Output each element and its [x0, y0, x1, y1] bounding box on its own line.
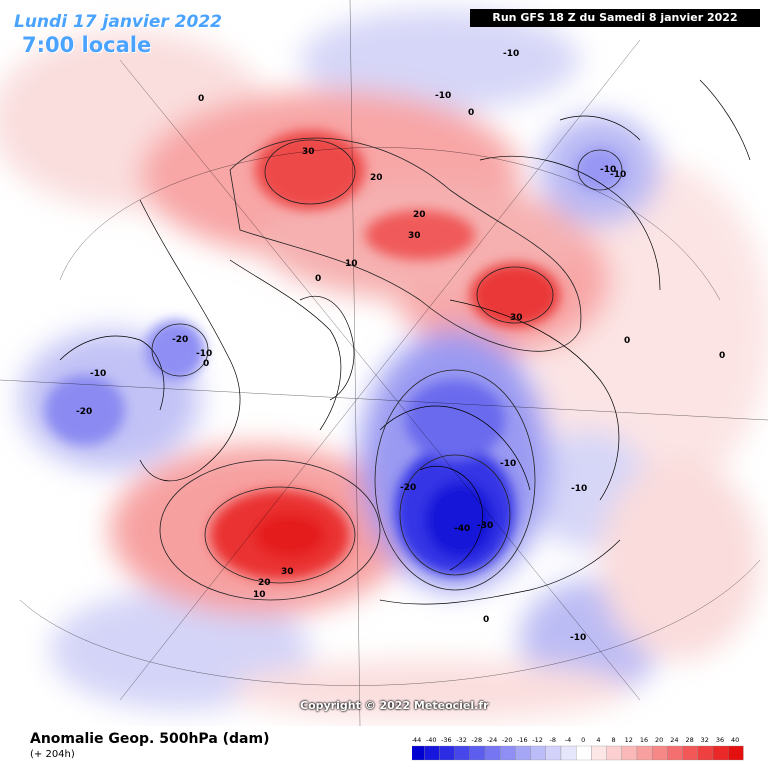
scale-label: 16 [640, 736, 648, 744]
scale-label: -36 [441, 736, 452, 744]
contour-label: 0 [468, 108, 474, 118]
anomaly-map: 30 20 20 30 30 10 0 0 -10 -10 0 -10 -20 … [0, 0, 768, 726]
contour-label: 30 [281, 567, 294, 577]
scale-label: 28 [685, 736, 693, 744]
contour-label: 0 [315, 274, 321, 284]
contour-label: -10 [610, 170, 626, 180]
contour-label: -10 [500, 459, 516, 469]
contour-label: 30 [408, 231, 421, 241]
contour-label: -10 [90, 369, 106, 379]
scale-swatch [728, 745, 744, 761]
scale-swatch [682, 745, 698, 761]
scale-swatch [697, 745, 714, 761]
scale-label: -20 [502, 736, 513, 744]
scale-swatch [591, 745, 607, 761]
scale-swatch [515, 745, 531, 761]
contour-label: -10 [571, 484, 587, 494]
contour-label: -10 [196, 349, 212, 359]
scale-swatch [500, 745, 516, 761]
scale-swatch [412, 745, 425, 761]
scale-swatch [545, 745, 562, 761]
scale-label: -32 [456, 736, 467, 744]
scale-label: -8 [550, 736, 556, 744]
contour-label: 0 [203, 359, 209, 369]
contour-label: 20 [370, 173, 383, 183]
scale-label: -28 [471, 736, 482, 744]
scale-swatch [621, 745, 638, 761]
contour-label: 0 [198, 94, 204, 104]
contour-label: -10 [600, 165, 616, 175]
scale-swatch [439, 745, 455, 761]
scale-swatch [469, 745, 486, 761]
scale-labels: -44-40-36-32-28-24-20-16-12-8-4048121620… [412, 736, 739, 744]
contour-label: -10 [435, 91, 451, 101]
contour-label: 20 [413, 210, 426, 220]
scale-label: -12 [532, 736, 543, 744]
scale-swatch [576, 745, 592, 761]
scale-label: -40 [426, 736, 437, 744]
scale-swatch [712, 745, 729, 761]
scale-label: 12 [625, 736, 633, 744]
contour-label: 0 [624, 336, 630, 346]
contour-label: 30 [302, 147, 315, 157]
contour-label: 20 [258, 578, 271, 588]
scale-swatch [636, 745, 653, 761]
coastlines [59, 79, 751, 605]
contour-label: -10 [570, 633, 586, 643]
contour-label: -20 [400, 483, 416, 493]
forecast-date: Lundi 17 janvier 2022 [14, 12, 222, 32]
scale-label: 24 [670, 736, 678, 744]
color-scale: -44-40-36-32-28-24-20-16-12-8-4048121620… [412, 736, 744, 761]
contour-label: -30 [477, 521, 493, 531]
contour-label: -20 [172, 335, 188, 345]
scale-swatch [606, 745, 622, 761]
scale-swatch [652, 745, 668, 761]
contour-label: 0 [483, 615, 489, 625]
scale-label: -4 [565, 736, 571, 744]
contour-label: 10 [253, 590, 266, 600]
scale-label: 40 [731, 736, 739, 744]
scale-swatch [454, 745, 470, 761]
scale-label: 20 [655, 736, 663, 744]
scale-label: 4 [596, 736, 600, 744]
contour-label: 10 [345, 259, 358, 269]
anomaly-cores [45, 130, 625, 580]
scale-label: -24 [487, 736, 498, 744]
scale-swatch [484, 745, 501, 761]
run-banner: Run GFS 18 Z du Samedi 8 janvier 2022 [470, 9, 760, 27]
scale-label: 32 [701, 736, 709, 744]
contour-label: -40 [454, 524, 470, 534]
copyright: Copyright © 2022 Meteociel.fr [300, 699, 489, 712]
contour-label: -20 [76, 407, 92, 417]
contours [151, 137, 623, 601]
scale-label: -44 [412, 736, 421, 744]
map-subtitle: (+ 204h) [30, 749, 75, 760]
scale-swatch [560, 745, 577, 761]
scale-label: 0 [581, 736, 585, 744]
contour-label: 30 [510, 313, 523, 323]
scale-label: -16 [517, 736, 528, 744]
contour-labels: 30 20 20 30 30 10 0 0 -10 -10 0 -10 -20 … [76, 49, 725, 643]
scale-swatch [424, 745, 440, 761]
scale-label: 8 [612, 736, 616, 744]
contour-label: -10 [503, 49, 519, 59]
contour-label: 0 [719, 351, 725, 361]
scale-swatch [667, 745, 683, 761]
forecast-time: 7:00 locale [22, 33, 152, 57]
scale-swatch [530, 745, 546, 761]
scale-swatches [412, 745, 744, 761]
scale-label: 36 [716, 736, 724, 744]
map-title: Anomalie Geop. 500hPa (dam) [30, 731, 270, 747]
